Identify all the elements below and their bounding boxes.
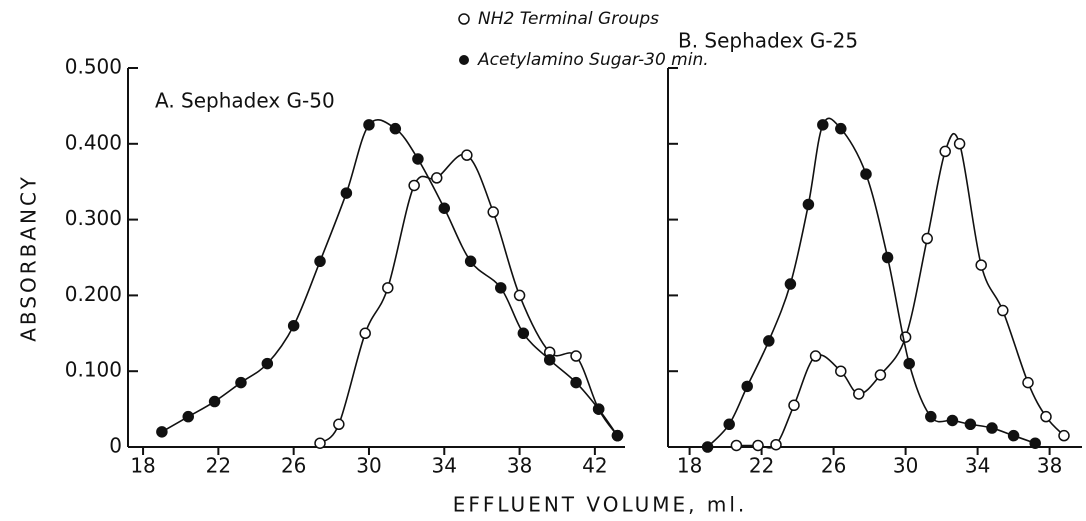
data-point xyxy=(438,202,451,214)
panel-title: A. Sephadex G-50 xyxy=(155,89,335,113)
y-tick-label: 0.200 xyxy=(65,282,122,306)
x-tick-label: 42 xyxy=(582,454,607,478)
data-point xyxy=(809,350,822,362)
data-point xyxy=(1029,437,1041,449)
data-point xyxy=(802,198,815,211)
data-point xyxy=(881,251,894,264)
data-point xyxy=(208,395,221,408)
data-point xyxy=(1058,429,1070,442)
data-point xyxy=(835,365,847,377)
data-point xyxy=(763,335,775,347)
data-point xyxy=(835,122,847,135)
data-point xyxy=(874,369,887,381)
series-line xyxy=(736,132,1065,449)
data-point xyxy=(953,138,966,150)
data-point xyxy=(1007,429,1020,442)
data-point xyxy=(495,282,507,294)
data-point xyxy=(730,439,743,452)
legend-label: Acetylamino Sugar-30 min. xyxy=(477,50,709,70)
data-point xyxy=(741,380,753,393)
x-tick-label: 30 xyxy=(893,454,918,478)
data-point xyxy=(1022,376,1034,389)
data-point xyxy=(853,388,865,400)
data-point xyxy=(287,319,300,332)
data-point xyxy=(235,376,247,389)
data-point xyxy=(723,418,735,431)
data-point xyxy=(408,179,420,192)
y-tick-label: 0.500 xyxy=(65,55,122,79)
x-tick-label: 22 xyxy=(749,454,774,478)
data-point xyxy=(903,357,915,370)
data-point xyxy=(461,149,473,161)
data-point xyxy=(770,438,782,451)
data-point xyxy=(570,376,582,389)
x-tick-label: 34 xyxy=(432,454,457,478)
series-line xyxy=(707,117,1036,448)
data-point xyxy=(611,429,624,442)
data-point xyxy=(382,282,394,294)
series-line xyxy=(319,153,619,444)
data-point xyxy=(860,168,872,180)
data-point xyxy=(592,403,605,415)
data-point xyxy=(389,122,402,135)
data-point xyxy=(363,119,375,131)
y-tick-label: 0 xyxy=(109,434,122,458)
data-point xyxy=(946,414,959,427)
data-point xyxy=(1040,410,1052,423)
data-point xyxy=(964,418,977,431)
data-point xyxy=(701,441,714,453)
x-tick-label: 22 xyxy=(206,454,231,478)
data-point xyxy=(412,153,424,165)
data-point xyxy=(788,399,800,412)
data-point xyxy=(570,350,582,362)
data-point xyxy=(487,206,499,218)
data-point xyxy=(939,145,951,158)
data-point xyxy=(513,289,526,302)
data-point xyxy=(182,410,194,423)
data-point xyxy=(314,437,326,449)
data-point xyxy=(333,418,345,431)
legend-label: NH2 Terminal Groups xyxy=(478,9,659,29)
y-tick-label: 0.300 xyxy=(65,206,122,230)
y-tick-label: 0.100 xyxy=(65,358,122,382)
panel-title: B. Sephadex G-25 xyxy=(678,29,858,53)
x-tick-label: 26 xyxy=(821,454,846,478)
data-point xyxy=(261,357,274,370)
legend-marker xyxy=(458,13,470,25)
series-line xyxy=(161,119,619,437)
y-tick-label: 0.400 xyxy=(65,130,122,154)
data-point xyxy=(925,410,937,423)
data-point xyxy=(997,304,1009,317)
x-tick-label: 30 xyxy=(356,454,381,478)
x-tick-label: 38 xyxy=(1037,454,1062,478)
legend-marker xyxy=(459,55,469,65)
x-tick-label: 38 xyxy=(507,454,532,478)
data-point xyxy=(986,422,998,434)
data-point xyxy=(359,327,371,340)
x-tick-label: 18 xyxy=(130,454,155,478)
data-point xyxy=(156,426,168,438)
y-axis-label: ABSORBANCY xyxy=(17,174,41,342)
x-tick-label: 18 xyxy=(677,454,702,478)
x-axis-label: EFFLUENT VOLUME, ml. xyxy=(453,493,747,517)
data-point xyxy=(752,439,764,452)
data-point xyxy=(464,255,477,268)
data-point xyxy=(784,278,797,290)
x-tick-label: 34 xyxy=(965,454,990,478)
data-point xyxy=(430,172,443,184)
x-tick-label: 26 xyxy=(281,454,306,478)
data-point xyxy=(921,232,933,245)
data-point xyxy=(975,259,987,271)
data-point xyxy=(517,327,530,340)
data-point xyxy=(817,119,829,131)
data-point xyxy=(543,354,556,366)
data-point xyxy=(314,255,326,268)
data-point xyxy=(340,187,353,199)
